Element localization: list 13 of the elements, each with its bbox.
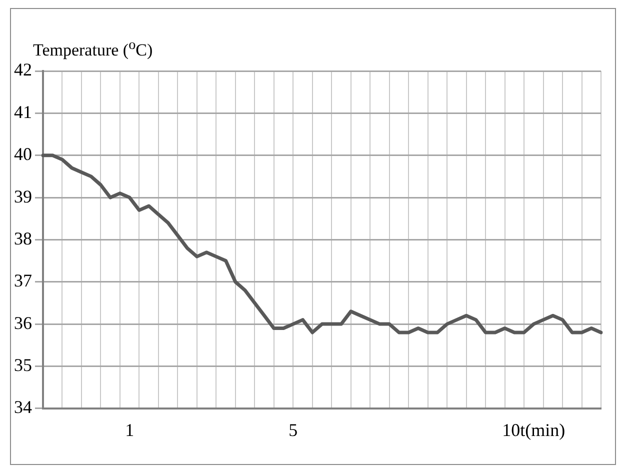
x-tick-label: 1 <box>125 420 134 440</box>
y-axis-title: Temperature ($^{o}$C) <box>33 37 153 61</box>
y-tick-label: 36 <box>14 312 32 333</box>
y-tick-label: 41 <box>14 102 32 122</box>
y-tick-label: 38 <box>14 228 32 248</box>
y-tick-label: 34 <box>14 397 32 418</box>
y-tick-label: 39 <box>14 186 32 206</box>
y-tick-label: 42 <box>14 60 32 80</box>
y-tick-label: 37 <box>14 270 32 291</box>
y-tick-label: 40 <box>14 144 32 164</box>
x-tick-label: 10t(min) <box>502 420 566 440</box>
y-tick-label: 35 <box>14 354 32 375</box>
x-tick-label: 5 <box>288 420 298 440</box>
